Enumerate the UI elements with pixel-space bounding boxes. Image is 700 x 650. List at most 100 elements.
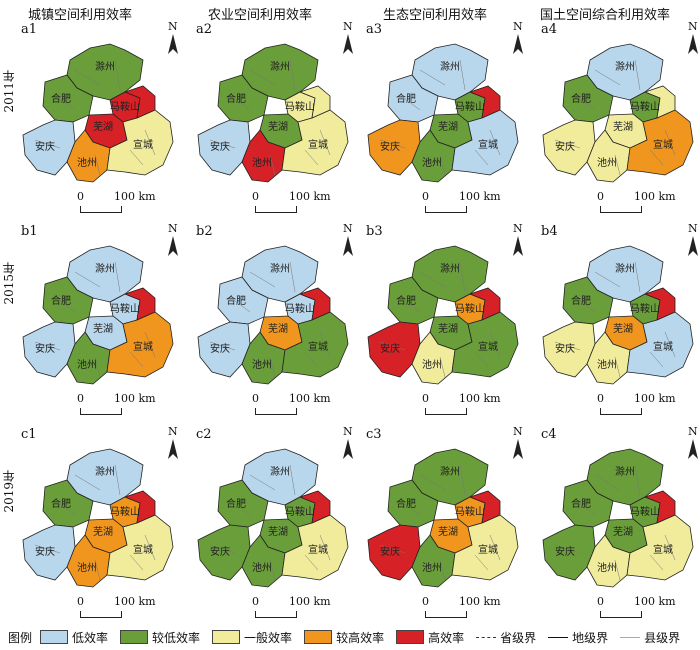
north-arrow-icon: N	[683, 20, 700, 60]
city-label: 宣城	[478, 340, 498, 353]
city-label: 滁州	[270, 465, 290, 478]
panel-label: c2	[196, 427, 212, 442]
city-label: 滁州	[270, 60, 290, 73]
north-arrow-icon: N	[163, 20, 183, 60]
scale-bar: 0 100 km	[77, 190, 180, 220]
city-label: 滁州	[95, 465, 115, 478]
legend-item-0: 低效率	[40, 629, 108, 646]
region-boundary-area	[298, 287, 331, 321]
county-boundary	[54, 499, 76, 516]
city-label: 芜湖	[93, 322, 113, 335]
city-label: 宣城	[308, 340, 328, 353]
county-boundary	[379, 139, 406, 149]
county-boundary	[114, 59, 121, 91]
region-boundary-area	[643, 490, 676, 524]
city-label: 池州	[422, 156, 442, 169]
city-label: 马鞍山	[285, 302, 315, 315]
north-arrow-icon: N	[338, 20, 358, 60]
county-boundary	[129, 351, 144, 368]
region-boundary-area	[123, 287, 156, 321]
scale-bar: 0 100 km	[252, 595, 355, 625]
map-panel-a3: a3 滁州 合肥 马鞍山 芜湖 安庆 池州 宣城 N 0 100 km	[360, 20, 530, 215]
city-label: 芜湖	[268, 525, 288, 538]
city-label: 池州	[597, 156, 617, 169]
county-boundary	[419, 271, 446, 288]
region-宣城	[281, 311, 349, 378]
county-boundary	[574, 499, 596, 516]
city-label: 芜湖	[613, 525, 633, 538]
city-label: 马鞍山	[110, 100, 140, 113]
county-boundary	[209, 544, 236, 554]
city-label: 芜湖	[613, 120, 633, 133]
county-boundary	[229, 94, 251, 111]
city-label: 宣城	[133, 138, 153, 151]
city-label: 合肥	[226, 92, 246, 105]
map-panel-b1: b1 滁州 合肥 马鞍山 芜湖 安庆 池州 宣城 N 0 100 km	[15, 222, 185, 417]
county-boundary	[439, 559, 446, 581]
region-宣城	[626, 109, 694, 176]
legend-item-2: 一般效率	[212, 629, 292, 646]
county-boundary	[459, 464, 466, 496]
city-label: 马鞍山	[630, 302, 660, 315]
map-panel-a1: a1 滁州 合肥 马鞍山 芜湖 安庆 池州 宣城 N 0 100 km	[15, 20, 185, 215]
north-arrow-icon: N	[508, 222, 528, 262]
city-label: 池州	[252, 358, 272, 371]
county-boundary	[304, 554, 319, 571]
map-panel-c3: c3 滁州 合肥 马鞍山 芜湖 安庆 池州 宣城 N 0 100 km	[360, 425, 530, 620]
county-boundary	[144, 534, 156, 561]
city-label: 马鞍山	[630, 100, 660, 113]
county-boundary	[94, 559, 101, 581]
column-title-agriculture: 农业空间利用效率	[207, 8, 312, 23]
county-boundary	[614, 356, 621, 378]
map-panel-c2: c2 滁州 合肥 马鞍山 芜湖 安庆 池州 宣城 N 0 100 km	[190, 425, 360, 620]
city-label: 宣城	[133, 340, 153, 353]
county-boundary	[54, 94, 76, 111]
legend-label: 较低效率	[152, 630, 201, 645]
county-boundary	[399, 296, 421, 313]
city-label: 马鞍山	[285, 505, 315, 518]
county-boundary	[269, 559, 276, 581]
city-label: 滁州	[615, 262, 635, 275]
county-boundary	[474, 149, 489, 166]
city-label: 芜湖	[268, 120, 288, 133]
county-boundary	[129, 149, 144, 166]
scale-bar: 0 100 km	[597, 595, 700, 625]
legend-label: 高效率	[428, 630, 465, 645]
city-label: 滁州	[95, 60, 115, 73]
county-boundary	[209, 341, 236, 351]
region-宣城	[451, 514, 519, 581]
north-arrow-icon: N	[508, 20, 528, 60]
city-label: 滁州	[440, 262, 460, 275]
north-arrow-icon: N	[163, 425, 183, 465]
county-boundary	[489, 331, 501, 358]
county-boundary	[319, 331, 331, 358]
city-label: 安庆	[555, 545, 575, 558]
county-boundary	[319, 129, 331, 156]
county-boundary	[144, 129, 156, 156]
city-label: 安庆	[555, 140, 575, 153]
city-label: 合肥	[396, 92, 416, 105]
panel-label: a1	[21, 22, 38, 37]
region-宣城	[106, 109, 174, 176]
county-boundary	[489, 129, 501, 156]
city-label: 安庆	[555, 342, 575, 355]
county-boundary	[289, 59, 296, 91]
city-label: 池州	[597, 358, 617, 371]
city-label: 合肥	[571, 294, 591, 307]
map-panel-c4: c4 滁州 合肥 马鞍山 芜湖 安庆 池州 宣城 N 0 100 km	[535, 425, 700, 620]
county-boundary	[474, 554, 489, 571]
city-label: 合肥	[51, 92, 71, 105]
city-label: 马鞍山	[455, 100, 485, 113]
map-panel-b2: b2 滁州 合肥 马鞍山 芜湖 安庆 池州 宣城 N 0 100 km	[190, 222, 360, 417]
county-boundary	[439, 356, 446, 378]
city-label: 合肥	[51, 497, 71, 510]
city-label: 马鞍山	[285, 100, 315, 113]
city-label: 安庆	[35, 545, 55, 558]
city-label: 安庆	[35, 342, 55, 355]
county-boundary	[249, 69, 276, 86]
county-boundary	[114, 261, 121, 293]
region-boundary-area	[468, 287, 501, 321]
region-宣城	[106, 311, 174, 378]
